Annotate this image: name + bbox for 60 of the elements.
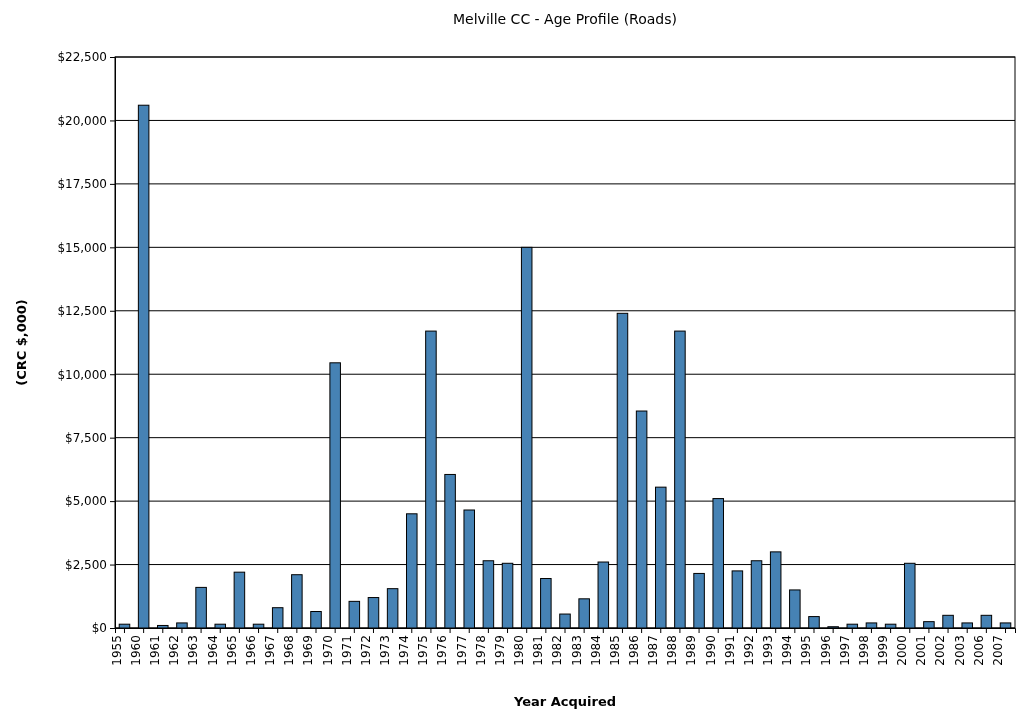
x-tick-label: 1994	[780, 635, 795, 666]
x-tick-label: 1991	[722, 635, 737, 666]
x-tick-label: 1981	[531, 635, 546, 666]
x-tick-label: 1961	[148, 635, 163, 666]
x-tick-label: 1976	[435, 635, 450, 666]
x-tick-label: 1973	[378, 635, 393, 666]
x-tick-label: 1972	[358, 635, 373, 666]
y-tick-label: $2,500	[65, 557, 107, 572]
y-tick-label: $17,500	[57, 177, 107, 192]
y-tick-label: $0	[91, 621, 107, 636]
x-tick-label: 1992	[741, 635, 756, 666]
x-tick-label: 1997	[837, 635, 852, 666]
y-tick-label: $7,500	[65, 431, 107, 446]
x-tick-label: 1998	[856, 635, 871, 666]
x-tick-label: 1964	[205, 635, 220, 666]
x-tick-label: 1965	[224, 635, 239, 666]
x-axis-title: Year Acquired	[512, 694, 617, 709]
y-tick-label: $10,000	[57, 367, 107, 382]
x-tick-label: 1978	[473, 635, 488, 666]
x-tick-label: 1989	[684, 635, 699, 666]
x-tick-label: 1988	[665, 635, 680, 666]
x-tick-label: 1974	[397, 635, 412, 666]
x-tick-label: 1963	[186, 635, 201, 666]
x-tick-label: 1960	[129, 635, 144, 666]
x-tick-label: 1996	[818, 635, 833, 666]
x-tick-label: 1995	[799, 635, 814, 666]
x-tick-label: 1977	[454, 635, 469, 666]
x-tick-label: 2003	[952, 635, 967, 666]
y-tick-label: $5,000	[65, 494, 107, 509]
x-tick-label: 1969	[301, 635, 316, 666]
x-tick-label: 1984	[588, 635, 603, 666]
x-tick-label: 1985	[607, 635, 622, 666]
x-tick-label: 1975	[416, 635, 431, 666]
y-tick-label: $20,000	[57, 113, 107, 128]
x-tick-label: 1982	[550, 635, 565, 666]
x-tick-label: 2007	[990, 635, 1005, 666]
x-tick-label: 1962	[167, 635, 182, 666]
x-tick-label: 1983	[569, 635, 584, 666]
x-tick-label: 1990	[703, 635, 718, 666]
chart-title: Melville CC - Age Profile (Roads)	[453, 11, 677, 27]
x-tick-label: 1971	[339, 635, 354, 666]
x-tick-label: 2000	[895, 635, 910, 666]
x-tick-label: 1955	[109, 635, 124, 666]
x-tick-label: 1970	[320, 635, 335, 666]
y-tick-label: $22,500	[57, 50, 107, 65]
x-tick-label: 2006	[971, 635, 986, 666]
x-tick-label: 1993	[761, 635, 776, 666]
y-tick-label: $15,000	[57, 240, 107, 255]
y-tick-label: $12,500	[57, 304, 107, 319]
x-tick-label: 1999	[876, 635, 890, 666]
x-tick-label: 1980	[512, 635, 527, 666]
x-tick-label: 1968	[282, 635, 297, 666]
x-tick-label: 1987	[646, 635, 661, 666]
y-axis-title: (CRC $,000)	[14, 299, 29, 386]
x-tick-label: 2002	[933, 635, 948, 666]
x-tick-label: 1986	[627, 635, 642, 666]
x-tick-label: 1979	[492, 635, 507, 666]
x-tick-label: 1967	[263, 635, 278, 666]
x-tick-label: 1966	[243, 635, 258, 666]
x-tick-label: 2001	[914, 635, 929, 666]
